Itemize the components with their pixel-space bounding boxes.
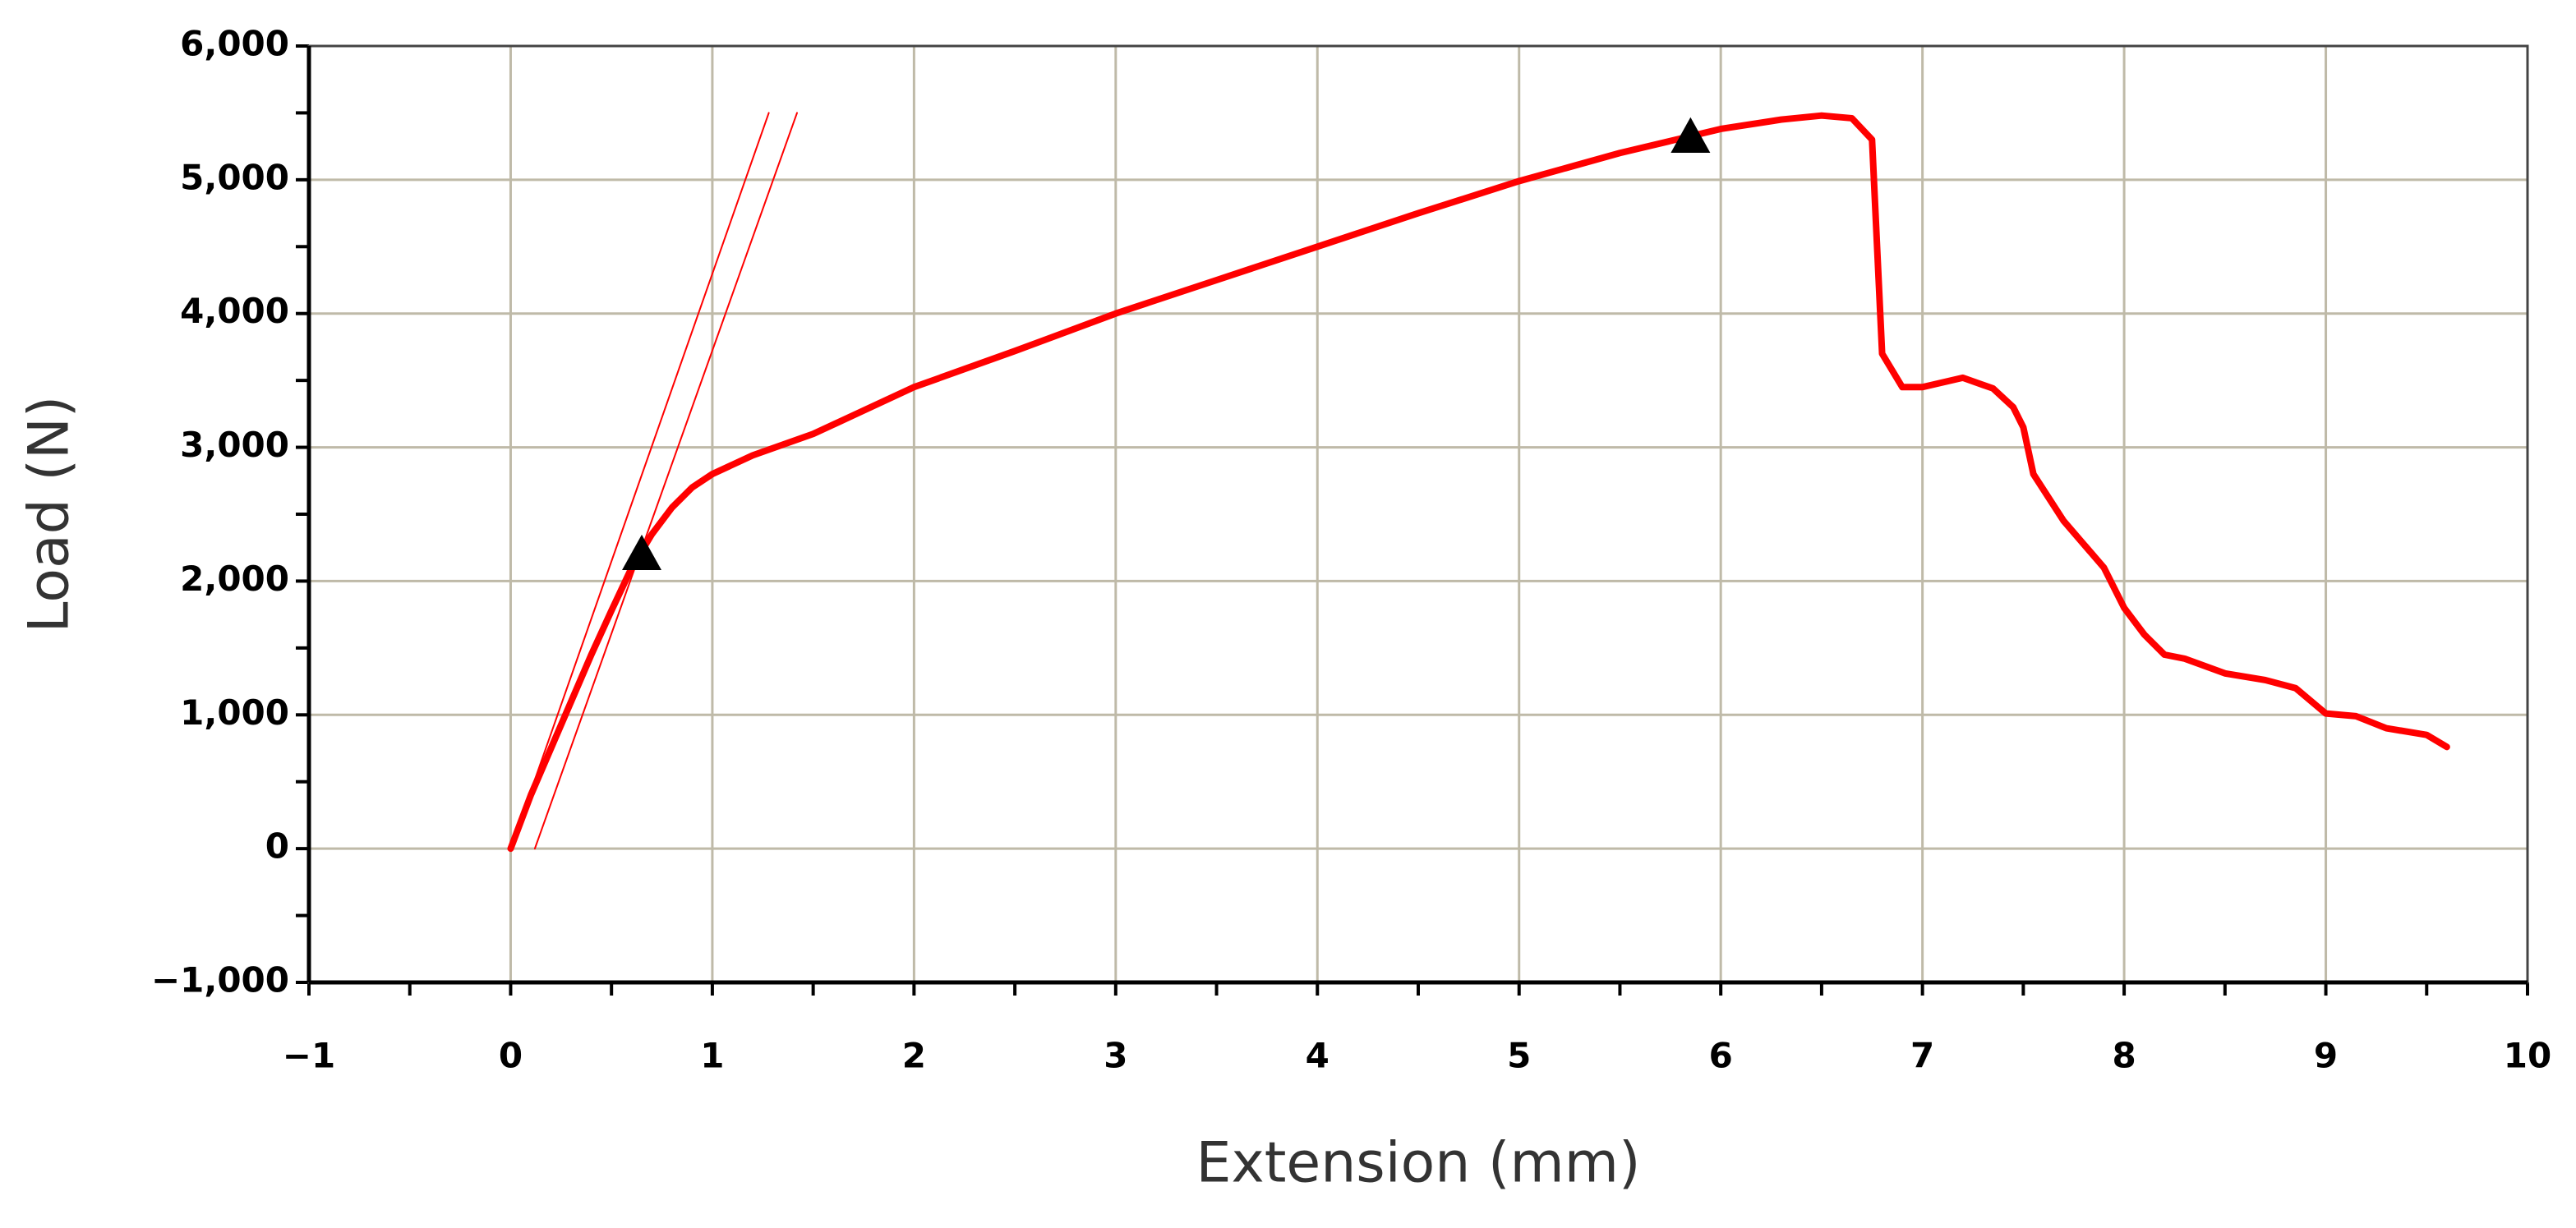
marker	[622, 534, 661, 571]
x-axis-label: Extension (mm)	[1196, 1131, 1641, 1196]
y-tick-label: 0	[265, 826, 289, 867]
x-tick-label: 9	[2314, 1036, 2338, 1076]
x-tick-label: −1	[283, 1036, 335, 1076]
x-tick-label: 1	[700, 1036, 724, 1076]
x-tick-label: 10	[2504, 1036, 2551, 1076]
y-tick-label: 1,000	[180, 692, 289, 733]
line	[509, 112, 770, 850]
x-tick-label: 5	[1507, 1036, 1531, 1076]
line	[507, 112, 2450, 853]
y-tick-label: 3,000	[180, 425, 289, 465]
y-tick-label: 5,000	[180, 157, 289, 197]
line	[533, 112, 798, 850]
x-tick-label: 3	[1104, 1036, 1127, 1076]
plot-frame	[307, 44, 2529, 984]
x-tick-label: 7	[1910, 1036, 1934, 1076]
y-tick-label: −1,000	[151, 960, 289, 1000]
y-tick-label: 2,000	[180, 559, 289, 599]
y-tick-label: 6,000	[180, 24, 289, 64]
x-tick-label: 2	[902, 1036, 926, 1076]
x-tick-label: 4	[1306, 1036, 1329, 1076]
x-tick-label: 6	[1709, 1036, 1733, 1076]
y-tick-label: 4,000	[180, 291, 289, 331]
marker	[1670, 117, 1711, 153]
x-tick-label: 0	[499, 1036, 523, 1076]
x-tick-label: 8	[2112, 1036, 2136, 1076]
y-axis-label: Load (N)	[17, 396, 82, 633]
